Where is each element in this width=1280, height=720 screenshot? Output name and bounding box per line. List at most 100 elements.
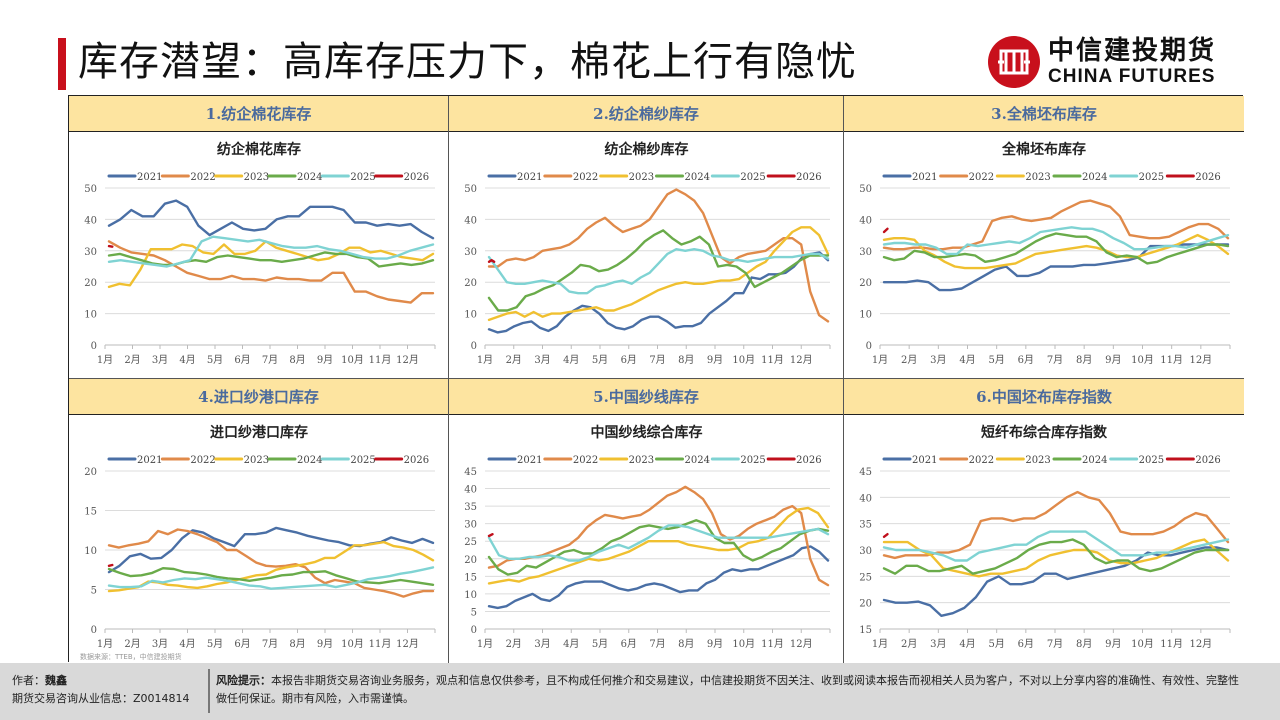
chart-title: 中国纱线综合库存 xyxy=(591,424,703,441)
chart-legend: 2021 2022 2023 2024 2025 2026 xyxy=(882,455,1221,466)
x-tick-label: 11月 xyxy=(761,354,784,366)
x-tick-label: 12月 xyxy=(1189,354,1212,366)
y-tick-label: 15 xyxy=(84,507,97,518)
x-tick-label: 6月 xyxy=(1018,354,1034,366)
logo-chinese-text: 中信建投期货 xyxy=(1048,36,1217,66)
y-tick-label: 30 xyxy=(859,546,872,557)
x-tick-label: 6月 xyxy=(621,638,637,650)
x-tick-label: 4月 xyxy=(563,354,579,366)
y-tick-label: 0 xyxy=(866,341,872,352)
x-tick-label: 7月 xyxy=(649,638,665,650)
series-line-2025 xyxy=(882,226,1230,256)
x-tick-label: 1月 xyxy=(97,354,113,366)
x-tick-label: 4月 xyxy=(179,638,195,650)
legend-label-2025: 2025 xyxy=(1139,172,1164,183)
y-tick-label: 25 xyxy=(464,537,477,548)
x-tick-label: 3月 xyxy=(152,354,168,366)
license-number: Z0014814 xyxy=(133,692,190,705)
x-tick-label: 2月 xyxy=(901,354,917,366)
series-line-2026 xyxy=(882,227,889,234)
author-name: 魏鑫 xyxy=(45,674,67,687)
chart-panel-2: 2.纺企棉纱库存 纺企棉纱库存 2021 2022 2023 2024 2025 2026 0 1… xyxy=(449,96,844,379)
y-tick-label: 45 xyxy=(859,467,872,478)
x-tick-label: 6月 xyxy=(621,354,637,366)
legend-label-2023: 2023 xyxy=(629,172,654,183)
x-tick-label: 6月 xyxy=(234,354,250,366)
legend-label-2022: 2022 xyxy=(969,455,994,466)
chart-legend: 2021 2022 2023 2024 2025 2026 xyxy=(107,172,429,183)
x-tick-label: 1月 xyxy=(872,354,888,366)
legend-label-2024: 2024 xyxy=(1082,455,1107,466)
x-tick-label: 8月 xyxy=(1076,638,1092,650)
x-tick-label: 4月 xyxy=(959,638,975,650)
chart-title: 全棉坯布库存 xyxy=(1001,141,1086,158)
y-tick-label: 20 xyxy=(859,278,872,289)
legend-label-2022: 2022 xyxy=(190,172,215,183)
legend-label-2024: 2024 xyxy=(1082,172,1107,183)
legend-label-2026: 2026 xyxy=(796,455,821,466)
series-line-2022 xyxy=(882,490,1230,560)
line-chart: 纺企棉花库存 2021 2022 2023 2024 2025 2026 0 10 20 30 40 5… xyxy=(84,141,436,366)
x-tick-label: 4月 xyxy=(179,354,195,366)
x-tick-label: 12月 xyxy=(396,354,419,366)
x-tick-label: 9月 xyxy=(317,638,333,650)
risk-text: 本报告非期货交易咨询业务服务，观点和信息仅供参考，且不构成任何推介和交易建议，中… xyxy=(216,674,1239,705)
series-line-2021 xyxy=(107,199,435,240)
x-tick-label: 5月 xyxy=(207,354,223,366)
x-tick-label: 4月 xyxy=(959,354,975,366)
x-tick-label: 5月 xyxy=(592,638,608,650)
x-tick-label: 10月 xyxy=(1131,638,1154,650)
x-tick-label: 10月 xyxy=(341,638,364,650)
x-tick-label: 12月 xyxy=(396,638,419,650)
legend-label-2021: 2021 xyxy=(137,455,162,466)
series-line-2023 xyxy=(107,240,435,289)
series-line-2025 xyxy=(882,530,1230,562)
legend-label-2023: 2023 xyxy=(244,172,269,183)
y-tick-label: 0 xyxy=(471,625,477,636)
x-tick-label: 1月 xyxy=(477,638,493,650)
risk-disclaimer: 风险提示：本报告非期货交易咨询业务服务，观点和信息仅供参考，且不构成任何推介和交… xyxy=(216,672,1246,708)
legend-label-2023: 2023 xyxy=(629,455,654,466)
chart-panel-3: 3.全棉坯布库存 全棉坯布库存 2021 2022 2023 2024 2025 2026 0 1… xyxy=(844,96,1244,379)
y-tick-label: 10 xyxy=(84,546,97,557)
y-tick-label: 20 xyxy=(464,278,477,289)
y-tick-label: 15 xyxy=(859,625,872,636)
panel-header: 3.全棉坯布库存 xyxy=(844,96,1244,132)
line-chart: 进口纱港口库存 2021 2022 2023 2024 2025 2026 0 5 10 15 20 1… xyxy=(84,424,436,650)
x-tick-label: 7月 xyxy=(649,354,665,366)
y-tick-label: 20 xyxy=(464,555,477,566)
legend-label-2022: 2022 xyxy=(573,172,598,183)
series-line-2024 xyxy=(487,229,830,312)
x-tick-label: 3月 xyxy=(930,354,946,366)
x-tick-label: 9月 xyxy=(707,638,723,650)
x-tick-label: 4月 xyxy=(563,638,579,650)
line-chart: 全棉坯布库存 2021 2022 2023 2024 2025 2026 0 10 20 30 40 5… xyxy=(859,141,1231,366)
y-tick-label: 30 xyxy=(464,520,477,531)
x-tick-label: 8月 xyxy=(678,638,694,650)
x-tick-label: 2月 xyxy=(506,638,522,650)
y-tick-label: 20 xyxy=(859,599,872,610)
y-tick-label: 40 xyxy=(464,215,477,226)
x-tick-label: 8月 xyxy=(1076,354,1092,366)
chart-panel-1: 1.纺企棉花库存 纺企棉花库存 2021 2022 2023 2024 2025 2026 0 1… xyxy=(69,96,449,379)
y-tick-label: 40 xyxy=(859,215,872,226)
chart-panel-4: 4.进口纱港口库存 进口纱港口库存 2021 2022 2023 2024 2025 2026… xyxy=(69,379,449,663)
series-line-2026 xyxy=(107,563,114,568)
panel-header: 6.中国坯布库存指数 xyxy=(844,379,1244,415)
series-line-2025 xyxy=(487,524,830,562)
panel-header: 1.纺企棉花库存 xyxy=(69,96,448,132)
x-tick-label: 7月 xyxy=(262,354,278,366)
x-tick-label: 6月 xyxy=(234,638,250,650)
y-tick-label: 40 xyxy=(464,485,477,496)
panel-header: 4.进口纱港口库存 xyxy=(69,379,448,415)
x-tick-label: 11月 xyxy=(369,354,392,366)
x-tick-label: 3月 xyxy=(152,638,168,650)
series-line-2024 xyxy=(882,232,1230,265)
series-line-2025 xyxy=(107,566,435,590)
chart-title: 纺企棉花库存 xyxy=(217,141,301,158)
x-tick-label: 9月 xyxy=(1105,354,1121,366)
series-line-2026 xyxy=(882,532,889,539)
x-tick-label: 12月 xyxy=(1189,638,1212,650)
risk-label: 风险提示： xyxy=(216,674,271,687)
citic-logo-icon xyxy=(988,36,1040,88)
